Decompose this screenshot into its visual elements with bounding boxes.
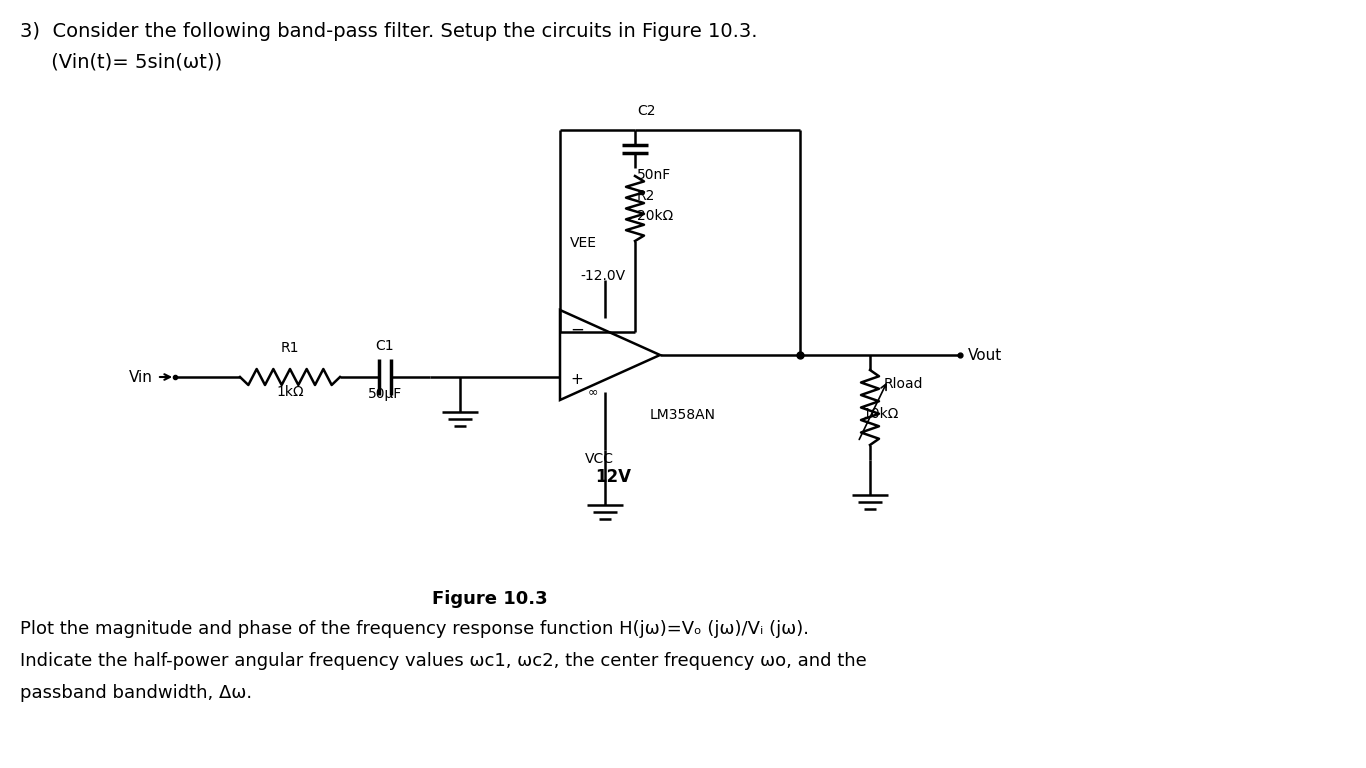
Text: passband bandwidth, Δω.: passband bandwidth, Δω. <box>20 684 253 702</box>
Text: VEE: VEE <box>570 236 597 250</box>
Text: (Vin(t)= 5sin(ωt)): (Vin(t)= 5sin(ωt)) <box>20 52 223 71</box>
Text: R1: R1 <box>281 341 299 355</box>
Text: 20kΩ: 20kΩ <box>637 209 673 223</box>
Text: LM358AN: LM358AN <box>650 408 716 422</box>
Text: Vout: Vout <box>968 347 1003 362</box>
Text: VCC: VCC <box>585 452 613 466</box>
Text: ∞: ∞ <box>587 386 598 399</box>
Text: Indicate the half-power angular frequency values ωc1, ωc2, the center frequency : Indicate the half-power angular frequenc… <box>20 652 867 670</box>
Text: 50μF: 50μF <box>367 387 402 401</box>
Text: C1: C1 <box>376 339 395 353</box>
Text: Plot the magnitude and phase of the frequency response function H(jω)=Vₒ (jω)/Vᵢ: Plot the magnitude and phase of the freq… <box>20 620 809 638</box>
Text: Vin: Vin <box>130 369 153 385</box>
Text: C2: C2 <box>637 104 656 118</box>
Text: 12V: 12V <box>596 468 631 486</box>
Text: Figure 10.3: Figure 10.3 <box>432 590 548 608</box>
Text: +: + <box>570 372 583 386</box>
Text: 1kΩ: 1kΩ <box>276 385 303 399</box>
Text: R2: R2 <box>637 189 656 203</box>
Text: −: − <box>570 321 583 339</box>
Text: -12.0V: -12.0V <box>581 269 626 283</box>
Text: 3)  Consider the following band-pass filter. Setup the circuits in Figure 10.3.: 3) Consider the following band-pass filt… <box>20 22 758 41</box>
Text: 10kΩ: 10kΩ <box>862 407 899 421</box>
Text: Rload: Rload <box>884 377 923 391</box>
Text: 50nF: 50nF <box>637 168 671 182</box>
